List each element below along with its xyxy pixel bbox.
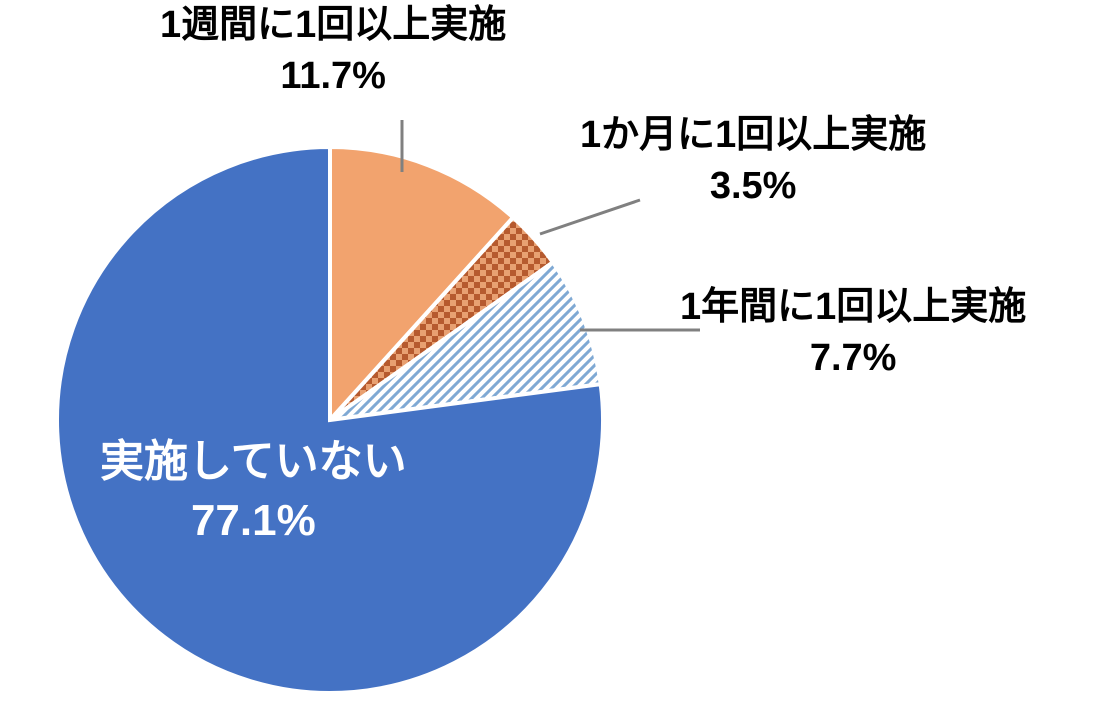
- label-yearly-pct: 7.7%: [680, 333, 1026, 384]
- label-weekly-pct: 11.7%: [160, 51, 506, 102]
- label-monthly: 1か月に1回以上実施 3.5%: [580, 110, 926, 213]
- label-none-pct: 77.1%: [100, 491, 407, 550]
- label-monthly-pct: 3.5%: [580, 161, 926, 212]
- label-yearly-text: 1年間に1回以上実施: [680, 282, 1026, 333]
- label-monthly-text: 1か月に1回以上実施: [580, 110, 926, 161]
- pie-slices: [57, 147, 603, 693]
- label-none-text: 実施していない: [100, 432, 407, 491]
- label-none: 実施していない 77.1%: [100, 432, 407, 551]
- pie-chart-container: 1週間に1回以上実施 11.7% 1か月に1回以上実施 3.5% 1年間に1回以…: [0, 0, 1110, 704]
- label-weekly: 1週間に1回以上実施 11.7%: [160, 0, 506, 103]
- label-weekly-text: 1週間に1回以上実施: [160, 0, 506, 51]
- label-yearly: 1年間に1回以上実施 7.7%: [680, 282, 1026, 385]
